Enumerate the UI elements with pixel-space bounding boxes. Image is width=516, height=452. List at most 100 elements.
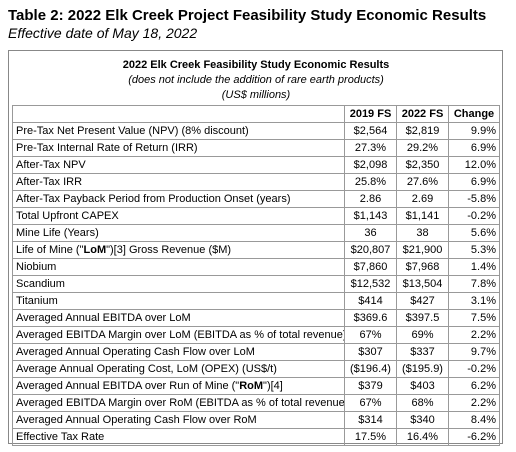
row-label: Average Annual Operating Cost, LoM (OPEX… — [12, 360, 345, 378]
row: Averaged EBITDA Margin over RoM (EBITDA … — [12, 394, 500, 412]
label-part: Averaged Annual Operating Cash Flow over… — [16, 346, 255, 358]
cell-value: ($196.4) — [344, 360, 397, 378]
cell-value: $369.6 — [344, 309, 397, 327]
subtitle: Effective date of May 18, 2022 — [8, 25, 198, 41]
column-header: 2022 FS — [396, 105, 449, 123]
table-frame: 2022 Elk Creek Feasibility Study Economi… — [8, 50, 503, 446]
row-label: Pre-Tax Net Present Value (NPV) (8% disc… — [12, 122, 345, 140]
cell-value: 7.8% — [448, 275, 500, 293]
label-part: Averaged Annual EBITDA over LoM — [16, 312, 191, 324]
cell-value: 8.4% — [448, 411, 500, 429]
cell-value: -0.2% — [448, 207, 500, 225]
row-label: Averaged Annual Operating Cash Flow over… — [12, 343, 345, 361]
row-label: Niobium — [12, 258, 345, 276]
row-label: Titanium — [12, 292, 345, 310]
label-part: Mine Life (Years) — [16, 227, 99, 239]
cell-value: 6.9% — [448, 139, 500, 157]
cell-value: $1,143 — [344, 207, 397, 225]
row: Pre-Tax Net Present Value (NPV) (8% disc… — [12, 122, 500, 140]
caption-row: 2022 Elk Creek Feasibility Study Economi… — [13, 54, 500, 72]
label-part: ")[4] — [263, 380, 283, 392]
cell-value: 2.69 — [396, 190, 449, 208]
cell-value: $12,532 — [344, 275, 397, 293]
cell-value: $397.5 — [396, 309, 449, 327]
cell-value: 38 — [396, 224, 449, 242]
cell-value: 6.2% — [448, 377, 500, 395]
caption-text: (US$ millions) — [221, 88, 291, 101]
label-part: Pre-Tax Net Present Value (NPV) (8% disc… — [16, 125, 249, 137]
cell-value: -6.2% — [448, 428, 500, 446]
label-part: Averaged EBITDA Margin over RoM (EBITDA … — [16, 397, 345, 409]
label-part: After-Tax IRR — [16, 176, 83, 188]
row: Average Annual Operating Cost, LoM (OPEX… — [12, 360, 500, 378]
cell-value: 16.4% — [396, 428, 449, 446]
label-part: Life of Mine (" — [16, 244, 84, 256]
label-part: ")[3] Gross Revenue ($M) — [106, 244, 232, 256]
label-part: Scandium — [16, 278, 65, 290]
label-part: Pre-Tax Internal Rate of Return (IRR) — [16, 142, 198, 154]
label-part: RoM — [239, 380, 264, 392]
cell-value: 9.9% — [448, 122, 500, 140]
cell-value: 7.5% — [448, 309, 500, 327]
row: Averaged Annual Operating Cash Flow over… — [12, 411, 500, 429]
cell-value: $379 — [344, 377, 397, 395]
row: Life of Mine ("LoM")[3] Gross Revenue ($… — [12, 241, 500, 259]
row: Niobium $7,860 $7,968 1.4% — [12, 258, 500, 276]
row: Titanium $414 $427 3.1% — [12, 292, 500, 310]
row: Averaged Annual EBITDA over LoM $369.6 $39… — [12, 309, 500, 327]
cell-value: 3.1% — [448, 292, 500, 310]
cell-value: 25.8% — [344, 173, 397, 191]
cell-value: 69% — [396, 326, 449, 344]
cell-value: 2.86 — [344, 190, 397, 208]
row-label: After-Tax Payback Period from Production… — [12, 190, 345, 208]
cell-value: 29.2% — [396, 139, 449, 157]
cell-value: 68% — [396, 394, 449, 412]
label-part: Averaged EBITDA Margin over LoM (EBITDA … — [16, 329, 345, 341]
row: Averaged Annual EBITDA over Run of Mine … — [12, 377, 500, 395]
row-label: Effective Tax Rate — [12, 428, 345, 446]
title: Table 2: 2022 Elk Creek Project Feasibil… — [8, 7, 487, 24]
caption-text: 2022 Elk Creek Feasibility Study Economi… — [122, 58, 390, 71]
caption-row: (US$ millions) — [13, 87, 500, 102]
cell-value: $2,819 — [396, 122, 449, 140]
row: Effective Tax Rate 17.5% 16.4% -6.2% — [12, 428, 500, 446]
cell-value: $7,860 — [344, 258, 397, 276]
header-row: 2019 FS 2022 FS Change — [12, 105, 500, 123]
row: After-Tax IRR 25.8% 27.6% 6.9% — [12, 173, 500, 191]
row-label: Averaged Annual EBITDA over LoM — [12, 309, 345, 327]
cell-value: $13,504 — [396, 275, 449, 293]
cell-value: $427 — [396, 292, 449, 310]
row-label: Pre-Tax Internal Rate of Return (IRR) — [12, 139, 345, 157]
column-header: 2019 FS — [344, 105, 397, 123]
cell-value: 27.6% — [396, 173, 449, 191]
label-part: After-Tax Payback Period from Production… — [16, 193, 291, 205]
cell-value: 1.4% — [448, 258, 500, 276]
row: Pre-Tax Internal Rate of Return (IRR) 27.… — [12, 139, 500, 157]
cell-value: $2,350 — [396, 156, 449, 174]
row-label: Averaged EBITDA Margin over RoM (EBITDA … — [12, 394, 345, 412]
row: Total Upfront CAPEX $1,143 $1,141 -0.2% — [12, 207, 500, 225]
cell-value: $2,564 — [344, 122, 397, 140]
column-header: Change — [448, 105, 500, 123]
row: Averaged Annual Operating Cash Flow over… — [12, 343, 500, 361]
row-label: Life of Mine ("LoM")[3] Gross Revenue ($… — [12, 241, 345, 259]
row-label: After-Tax IRR — [12, 173, 345, 191]
row: Scandium $12,532 $13,504 7.8% — [12, 275, 500, 293]
results-table: 2022 Elk Creek Feasibility Study Economi… — [12, 54, 500, 446]
label-part: After-Tax NPV — [16, 159, 86, 171]
cell-value: 9.7% — [448, 343, 500, 361]
cell-value: 5.6% — [448, 224, 500, 242]
label-part: Effective Tax Rate — [16, 431, 105, 443]
caption-text: (does not include the addition of rare e… — [128, 73, 384, 86]
cell-value: -0.2% — [448, 360, 500, 378]
cell-value: $21,900 — [396, 241, 449, 259]
label-part: Total Upfront CAPEX — [16, 210, 119, 222]
row-label: After-Tax NPV — [12, 156, 345, 174]
row: After-Tax NPV $2,098 $2,350 12.0% — [12, 156, 500, 174]
row-label: Averaged EBITDA Margin over LoM (EBITDA … — [12, 326, 345, 344]
cell-value: $2,098 — [344, 156, 397, 174]
row-label: Scandium — [12, 275, 345, 293]
cell-value: $337 — [396, 343, 449, 361]
cell-value: $307 — [344, 343, 397, 361]
